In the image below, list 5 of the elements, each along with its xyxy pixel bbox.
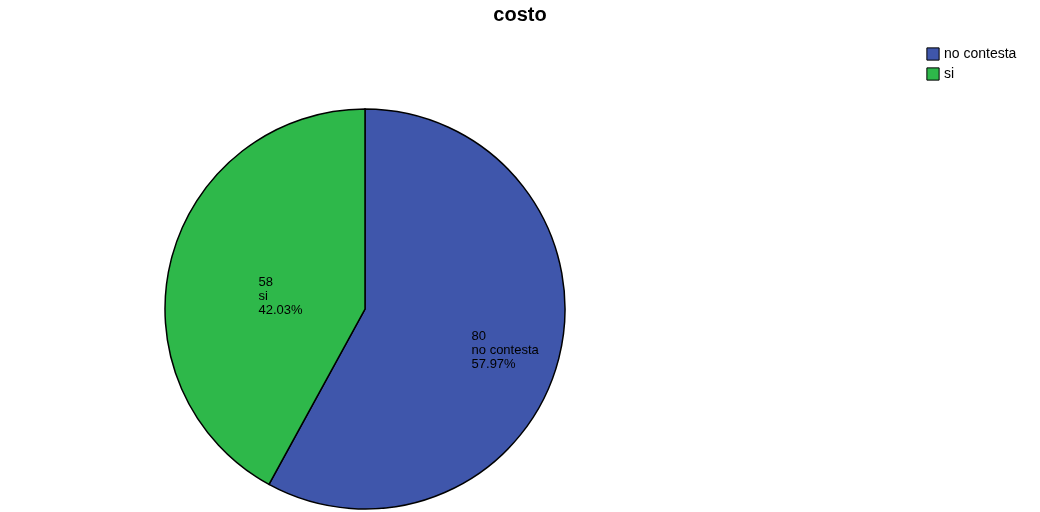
data-label: 80 no contesta 57.97% <box>471 328 540 372</box>
data-label: 58 si 42.03% <box>258 273 303 317</box>
chart-title: costo <box>493 3 547 25</box>
legend-label: si <box>944 65 955 81</box>
legend-label: no contesta <box>944 45 1017 61</box>
